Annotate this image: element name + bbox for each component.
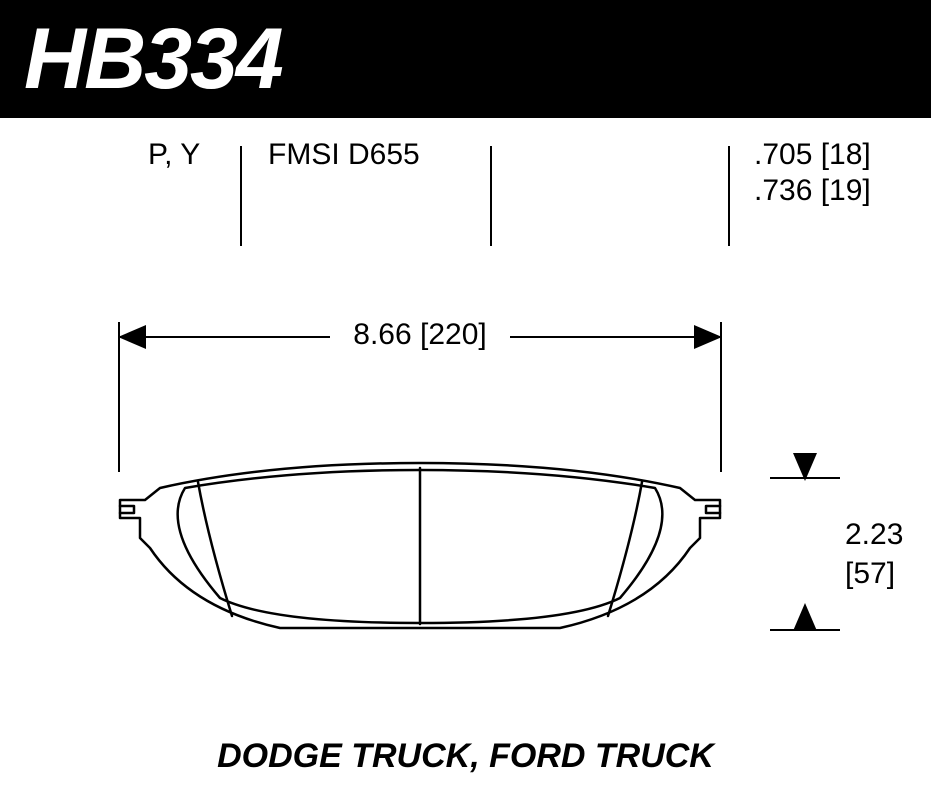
- arrow-up-icon: [793, 603, 817, 631]
- spec-codes: P, Y: [148, 138, 200, 172]
- separator-line: [728, 146, 730, 246]
- height-inches: 2.23: [845, 515, 903, 554]
- dim-line: [510, 336, 720, 338]
- content-area: P, Y FMSI D655 .705 [18] .736 [19] 8.66 …: [0, 118, 931, 804]
- spec-row: P, Y FMSI D655 .705 [18] .736 [19]: [0, 136, 931, 256]
- width-dimension: 8.66 [220]: [120, 318, 720, 378]
- brake-pad-drawing: [90, 458, 750, 638]
- spec-thickness-1: .705 [18]: [754, 138, 871, 172]
- height-mm: [57]: [845, 554, 903, 593]
- separator-line: [490, 146, 492, 246]
- separator-line: [240, 146, 242, 246]
- arrow-right-icon: [694, 325, 722, 349]
- height-dimension: 2.23 [57]: [770, 453, 920, 653]
- header-band: HB334: [0, 0, 931, 118]
- height-label: 2.23 [57]: [845, 515, 903, 593]
- spec-thickness-2: .736 [19]: [754, 174, 871, 208]
- dim-line: [770, 477, 840, 479]
- spec-fmsi: FMSI D655: [268, 138, 420, 172]
- vehicle-application: DODGE TRUCK, FORD TRUCK: [0, 737, 931, 776]
- part-number: HB334: [24, 10, 282, 109]
- width-label: 8.66 [220]: [120, 318, 720, 352]
